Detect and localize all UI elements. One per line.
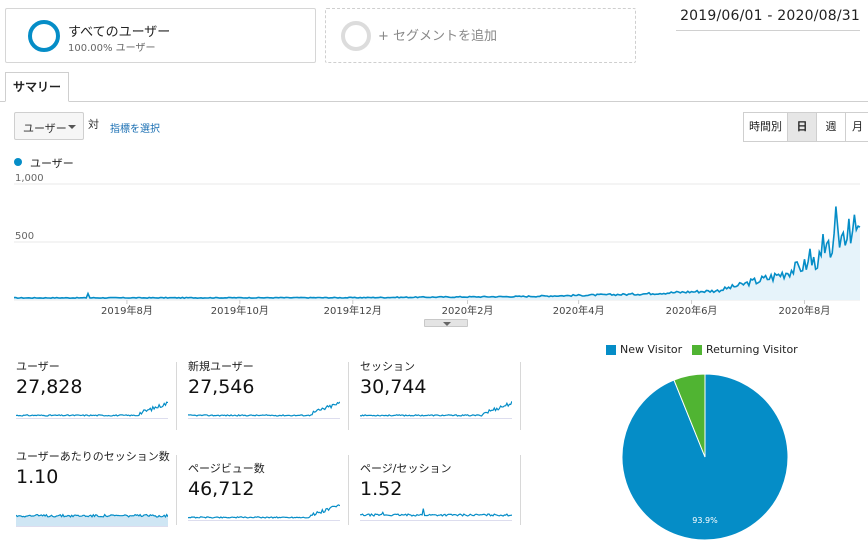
empty-segment-ring-icon (341, 21, 371, 51)
scorecard[interactable]: ユーザー 27,828 (16, 360, 176, 419)
scorecard[interactable]: ページビュー数 46,712 (188, 462, 348, 521)
time-button-day[interactable]: 日 (787, 112, 817, 142)
tab-divider (0, 101, 868, 102)
time-granularity-group: 時間別 日 週 月 (743, 112, 868, 142)
scorecard-value: 30,744 (360, 376, 427, 398)
sparkline-line (360, 508, 512, 517)
card-divider (520, 362, 521, 430)
x-tick-label: 2020年2月 (442, 304, 494, 317)
tab-summary[interactable]: サマリー (5, 72, 69, 102)
card-divider (520, 455, 521, 525)
chevron-down-icon (443, 322, 451, 326)
add-segment-label: + セグメントを追加 (378, 29, 498, 44)
series-line-users (14, 206, 861, 300)
scorecard-sparkline (188, 401, 340, 419)
scorecard-value: 1.10 (16, 466, 59, 488)
visitor-type-pie-chart: 93.9% (621, 373, 789, 541)
metric-select[interactable]: ユーザー (14, 112, 84, 140)
y-tick-label: 500 (15, 231, 34, 242)
scorecard-value: 46,712 (188, 478, 255, 500)
card-divider (176, 362, 177, 430)
date-range-picker[interactable]: 2019/06/01 - 2020/08/31 (676, 8, 860, 31)
sparkline-line (16, 401, 168, 417)
segment-title: すべてのユーザー (68, 25, 171, 40)
chart-gridlines (14, 183, 860, 301)
x-tick-label: 2019年12月 (324, 304, 382, 317)
scorecard-label: ユーザーあたりのセッション数 (16, 450, 170, 463)
legend-label-returning-visitor: Returning Visitor (706, 343, 798, 356)
choose-metric-link[interactable]: 指標を選択 (110, 124, 160, 135)
scorecard-value: 27,546 (188, 376, 255, 398)
segment-subtitle: 100.00% ユーザー (68, 43, 156, 54)
series-legend-dot (14, 158, 22, 166)
pie-data-label: 93.9% (692, 516, 718, 525)
y-axis-ticks: 1,000 500 (15, 173, 44, 242)
time-button-week[interactable]: 週 (816, 112, 846, 142)
card-divider (348, 362, 349, 430)
card-divider (348, 455, 349, 525)
versus-label: 対 (88, 118, 99, 131)
scorecard-value: 27,828 (16, 376, 83, 398)
x-axis-ticks: 2019年8月 2019年10月 2019年12月 2020年2月 2020年4月 202… (101, 300, 830, 317)
series-legend-label: ユーザー (30, 157, 74, 170)
scorecard-label: ユーザー (16, 360, 60, 373)
sparkline-line (360, 400, 512, 417)
scorecard-sparkline (16, 401, 168, 419)
scorecard[interactable]: ユーザーあたりのセッション数 1.10 (16, 450, 176, 527)
x-tick-label: 2020年6月 (666, 304, 718, 317)
y-tick-label: 1,000 (15, 173, 44, 184)
series-area-fill (14, 206, 860, 300)
scorecard-sparkline (360, 508, 512, 521)
scorecard[interactable]: ページ/セッション 1.52 (360, 462, 520, 521)
x-tick-label: 2019年10月 (211, 304, 269, 317)
chart-resize-handle[interactable] (424, 319, 468, 327)
segment-all-users-card[interactable]: すべてのユーザー 100.00% ユーザー (5, 8, 316, 63)
card-divider (176, 455, 177, 525)
sparkline-line (16, 513, 168, 519)
time-button-hourly[interactable]: 時間別 (743, 112, 788, 142)
pie-slice-returning-visitor (673, 373, 706, 458)
segment-ring-icon (28, 20, 60, 52)
time-button-month[interactable]: 月 (845, 112, 868, 142)
sparkline-line (188, 504, 340, 519)
scorecard-sparkline (188, 504, 340, 521)
legend-swatch-returning-visitor (692, 345, 702, 355)
x-tick-label: 2019年8月 (101, 304, 153, 317)
scorecard-sparkline (16, 513, 168, 527)
scorecard-value: 1.52 (360, 478, 403, 500)
x-tick-label: 2020年8月 (779, 304, 831, 317)
scorecard-label: 新規ユーザー (188, 360, 254, 373)
scorecard-label: セッション (360, 360, 415, 373)
x-tick-label: 2020年4月 (553, 304, 605, 317)
sparkline-line (188, 401, 340, 417)
scorecard-label: ページビュー数 (188, 462, 265, 475)
scorecard-sparkline (360, 400, 512, 419)
scorecard-label: ページ/セッション (360, 462, 452, 475)
add-segment-card[interactable]: + セグメントを追加 (325, 8, 636, 63)
scorecard[interactable]: 新規ユーザー 27,546 (188, 360, 348, 419)
metric-select-value: ユーザー (23, 122, 67, 135)
scorecard[interactable]: セッション 30,744 (360, 360, 520, 419)
legend-swatch-new-visitor (606, 345, 616, 355)
legend-label-new-visitor: New Visitor (620, 343, 683, 356)
chevron-down-icon (68, 125, 76, 129)
